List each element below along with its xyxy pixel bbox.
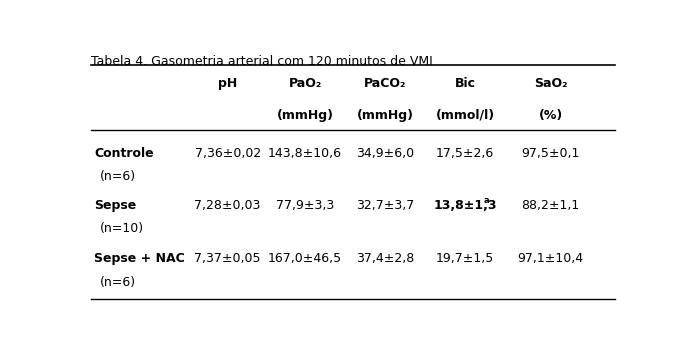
Text: (mmol/l): (mmol/l) xyxy=(435,109,495,121)
Text: (n=6): (n=6) xyxy=(99,170,136,183)
Text: (%): (%) xyxy=(539,109,563,121)
Text: PaO₂: PaO₂ xyxy=(289,77,322,90)
Text: 32,7±3,7: 32,7±3,7 xyxy=(356,199,414,212)
Text: PaCO₂: PaCO₂ xyxy=(364,77,407,90)
Text: 7,36±0,02: 7,36±0,02 xyxy=(194,147,260,160)
Text: SaO₂: SaO₂ xyxy=(534,77,568,90)
Text: Tabela 4. Gasometria arterial com 120 minutos de VMI: Tabela 4. Gasometria arterial com 120 mi… xyxy=(92,55,433,68)
Text: 7,28±0,03: 7,28±0,03 xyxy=(194,199,261,212)
Text: 88,2±1,1: 88,2±1,1 xyxy=(522,199,580,212)
Text: 37,4±2,8: 37,4±2,8 xyxy=(356,252,414,266)
Text: 34,9±6,0: 34,9±6,0 xyxy=(356,147,414,160)
Text: 77,9±3,3: 77,9±3,3 xyxy=(276,199,334,212)
Text: 97,5±0,1: 97,5±0,1 xyxy=(522,147,580,160)
Text: 167,0±46,5: 167,0±46,5 xyxy=(268,252,342,266)
Text: Sepse: Sepse xyxy=(94,199,136,212)
Text: 13,8±1,3: 13,8±1,3 xyxy=(433,199,497,212)
Text: 97,1±10,4: 97,1±10,4 xyxy=(517,252,584,266)
Text: pH: pH xyxy=(218,77,237,90)
Text: 19,7±1,5: 19,7±1,5 xyxy=(436,252,495,266)
Text: (n=6): (n=6) xyxy=(99,276,136,289)
Text: a: a xyxy=(484,196,489,205)
Text: Bic: Bic xyxy=(455,77,475,90)
Text: Sepse + NAC: Sepse + NAC xyxy=(94,252,185,266)
Text: Controle: Controle xyxy=(94,147,154,160)
Text: (mmHg): (mmHg) xyxy=(276,109,333,121)
Text: 143,8±10,6: 143,8±10,6 xyxy=(268,147,342,160)
Text: (mmHg): (mmHg) xyxy=(357,109,413,121)
Text: 17,5±2,6: 17,5±2,6 xyxy=(436,147,495,160)
Text: 7,37±0,05: 7,37±0,05 xyxy=(194,252,261,266)
Text: (n=10): (n=10) xyxy=(99,222,143,235)
